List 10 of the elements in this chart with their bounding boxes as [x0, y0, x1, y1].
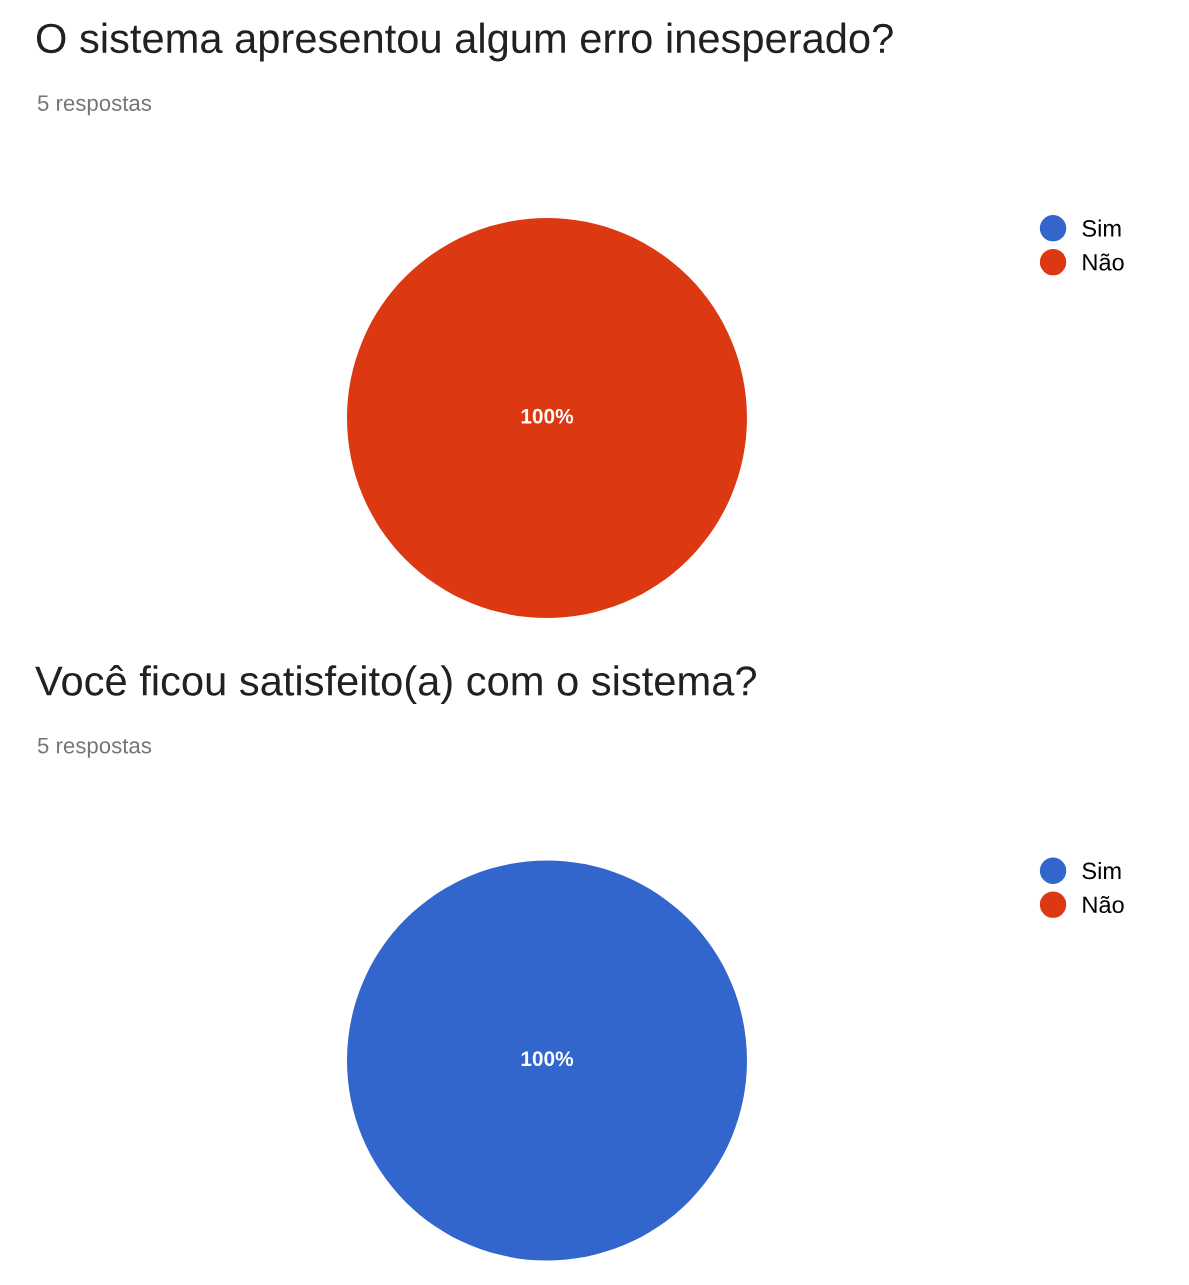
- legend-label: Não: [1083, 895, 1124, 914]
- text: 5 respostas: [37, 737, 152, 758]
- data-label: 100%: [521, 408, 574, 424]
- legend-label: Sim: [1082, 219, 1121, 237]
- data-label: 100%: [521, 1051, 574, 1067]
- chart-title: O sistema apresentou algum erro inesperado?: [36, 22, 893, 62]
- legend-label: Não: [1083, 253, 1124, 271]
- legend-label: Sim: [1082, 861, 1121, 880]
- chart-title: Você ficou satisfeito(a) com o sistema?: [35, 665, 756, 704]
- text: 5 respostas: [37, 95, 152, 116]
